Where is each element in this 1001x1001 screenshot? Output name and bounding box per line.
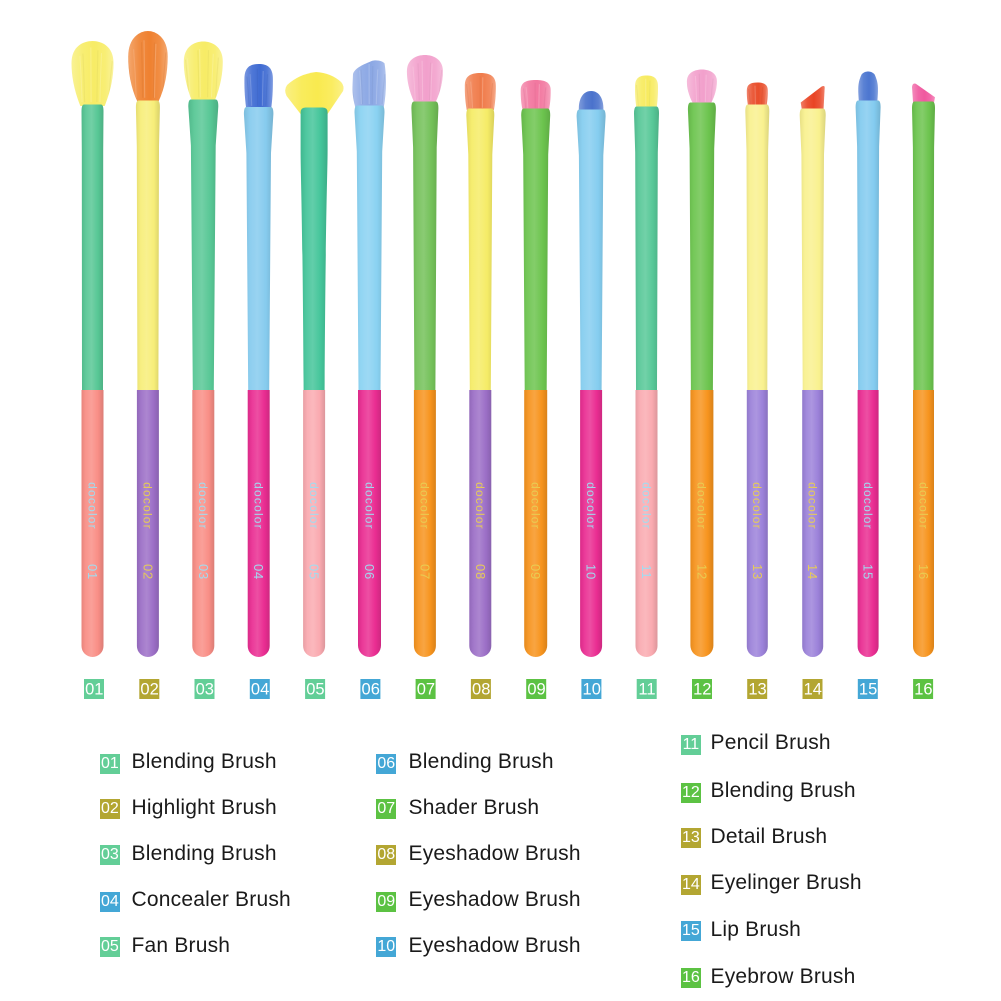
svg-text:docolor: docolor [141, 482, 155, 530]
svg-text:docolor: docolor [529, 482, 543, 530]
svg-text:docolor: docolor [418, 482, 432, 530]
svg-text:14: 14 [804, 681, 822, 699]
svg-text:docolor: docolor [750, 482, 764, 530]
svg-text:04: 04 [251, 681, 269, 699]
svg-text:09: 09 [528, 564, 543, 580]
svg-text:06: 06 [362, 564, 377, 580]
svg-text:08: 08 [473, 564, 488, 580]
svg-text:15: 15 [859, 681, 877, 699]
svg-text:02: 02 [140, 681, 158, 699]
svg-text:06: 06 [362, 681, 380, 699]
svg-text:12: 12 [693, 681, 711, 699]
svg-text:14: 14 [805, 564, 820, 580]
svg-text:docolor: docolor [85, 482, 99, 530]
svg-text:03: 03 [196, 681, 214, 699]
svg-text:07: 07 [417, 564, 432, 580]
svg-text:05: 05 [307, 564, 322, 580]
svg-text:docolor: docolor [806, 482, 820, 530]
svg-text:13: 13 [748, 681, 766, 699]
svg-text:05: 05 [306, 681, 324, 699]
svg-text:docolor: docolor [307, 482, 321, 530]
svg-text:07: 07 [417, 681, 435, 699]
svg-text:11: 11 [639, 564, 654, 579]
svg-text:docolor: docolor [916, 482, 930, 530]
svg-text:docolor: docolor [861, 482, 875, 530]
svg-text:01: 01 [85, 564, 100, 580]
svg-text:docolor: docolor [252, 482, 266, 530]
svg-text:13: 13 [750, 564, 765, 580]
svg-text:15: 15 [861, 564, 876, 580]
svg-text:docolor: docolor [362, 482, 376, 530]
svg-text:16: 16 [916, 564, 931, 580]
svg-text:docolor: docolor [695, 482, 709, 530]
svg-text:01: 01 [85, 681, 103, 699]
svg-text:docolor: docolor [196, 482, 210, 530]
svg-text:03: 03 [196, 564, 211, 580]
svg-text:docolor: docolor [584, 482, 598, 530]
svg-text:docolor: docolor [473, 482, 487, 530]
svg-text:10: 10 [583, 681, 601, 699]
svg-text:10: 10 [584, 564, 599, 580]
svg-text:docolor: docolor [639, 482, 653, 530]
svg-text:12: 12 [694, 564, 709, 580]
svg-text:02: 02 [140, 564, 155, 580]
svg-text:04: 04 [251, 564, 266, 580]
svg-text:16: 16 [914, 681, 932, 699]
svg-text:08: 08 [472, 681, 490, 699]
svg-text:09: 09 [527, 681, 545, 699]
svg-text:11: 11 [638, 681, 655, 699]
